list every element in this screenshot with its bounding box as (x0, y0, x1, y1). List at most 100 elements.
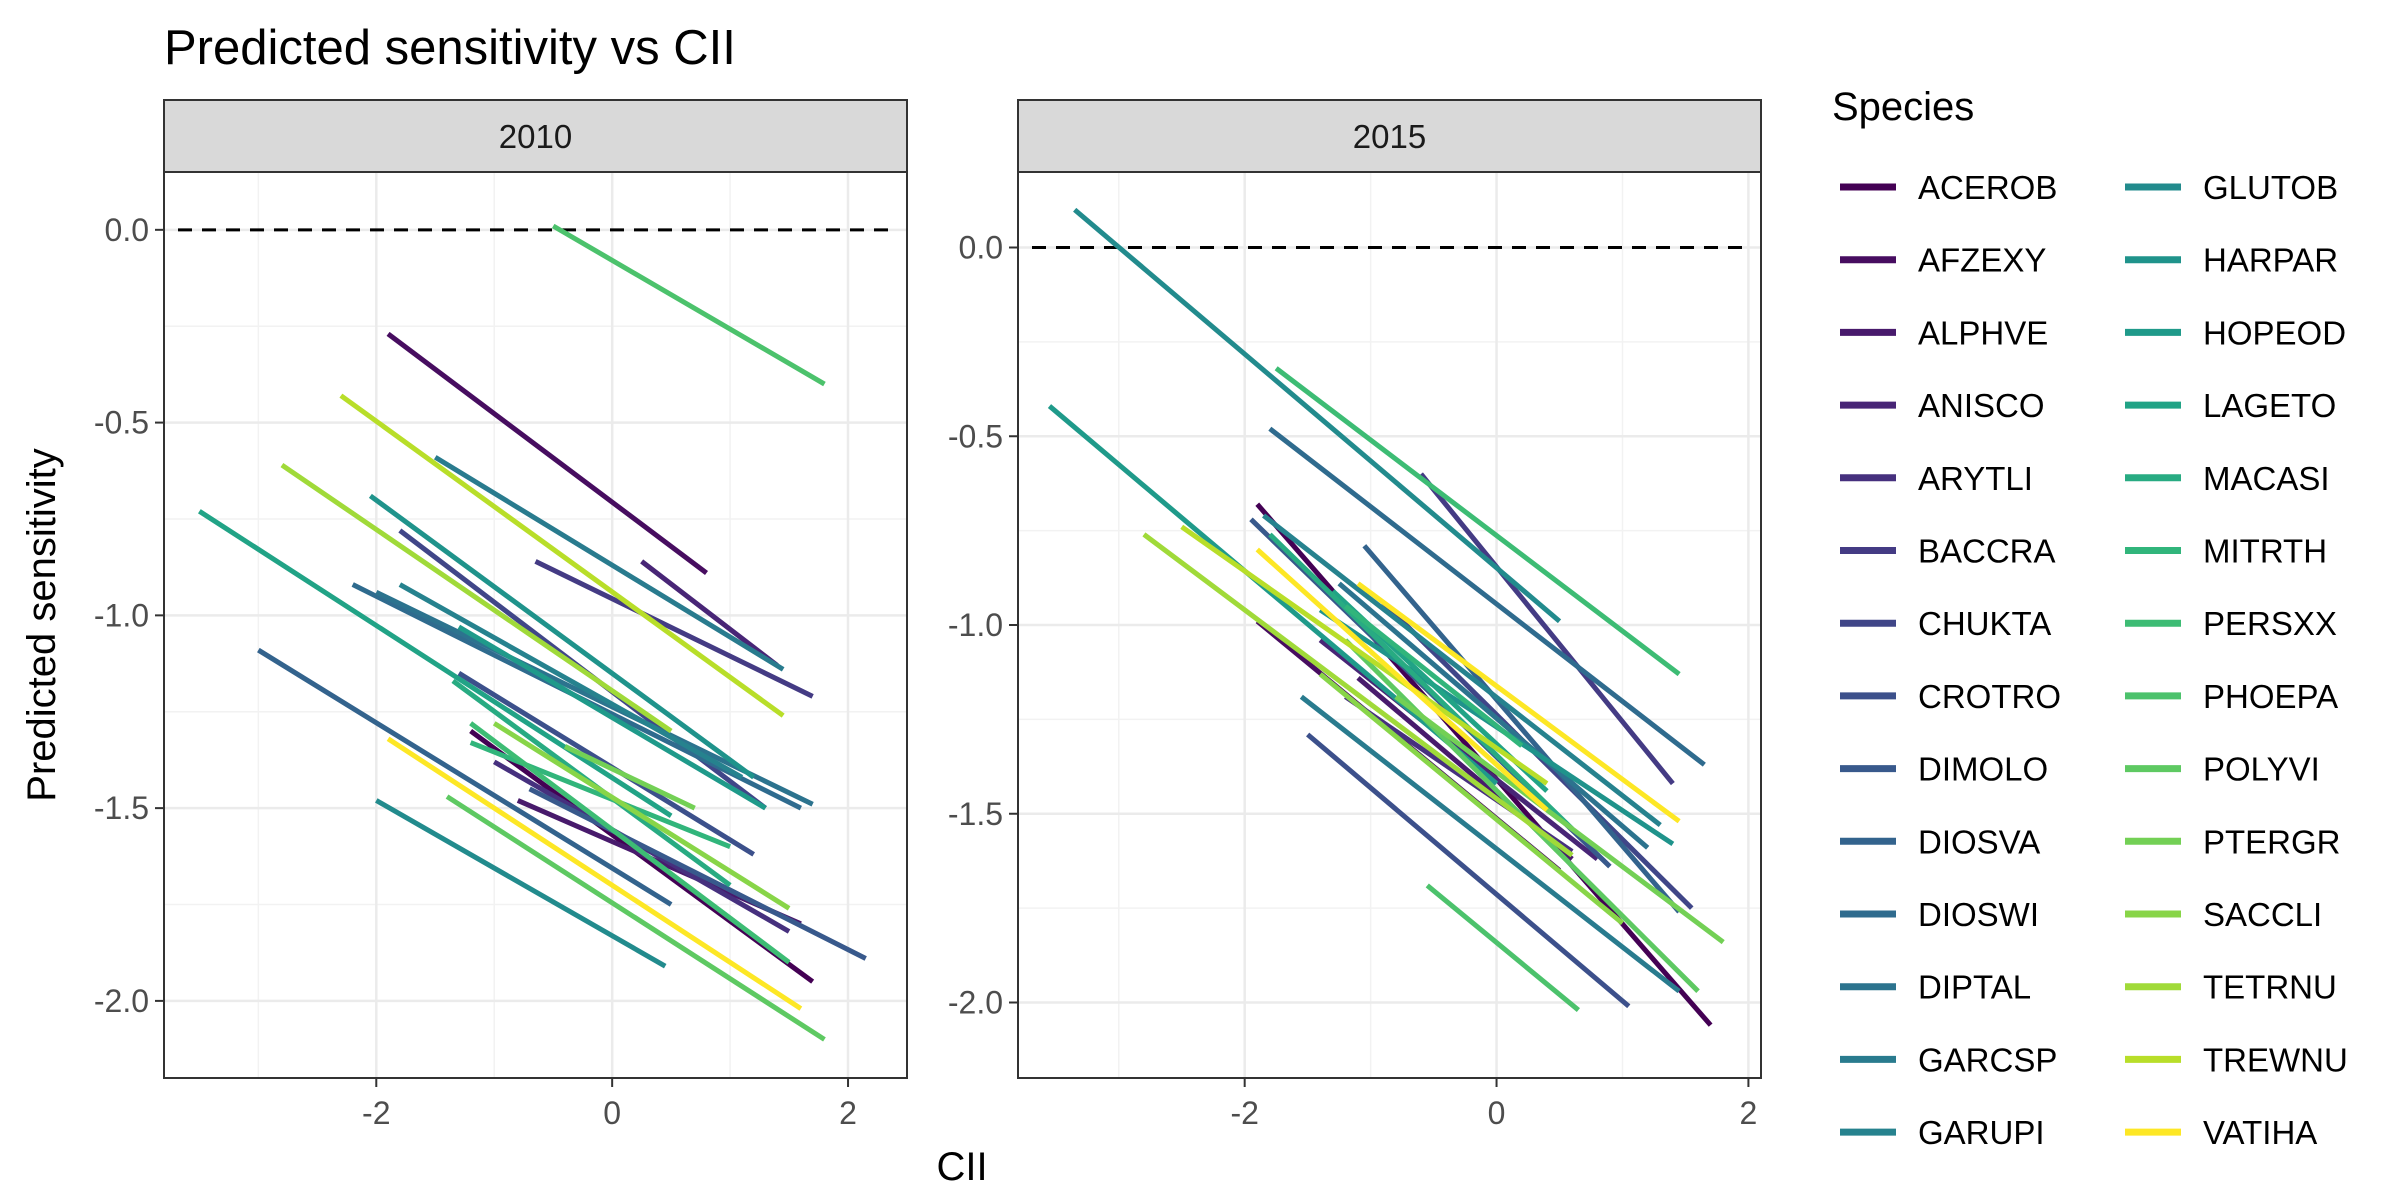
series-line-persxx (1274, 366, 1681, 677)
series-line-diosva (257, 647, 673, 907)
legend-label-dioswi: DIOSWI (1918, 896, 2039, 933)
series-line-tetrnu (1142, 532, 1574, 858)
series-line-trewnu (339, 393, 785, 718)
legend-label-diosva: DIOSVA (1918, 823, 2040, 860)
series-line-saccli (1318, 672, 1625, 926)
legend-label-polyvi: POLYVI (2203, 751, 2320, 788)
y-tick-label: -2.0 (94, 983, 149, 1019)
y-tick-label: -0.5 (948, 418, 1003, 454)
series-line-tetrnu (280, 462, 673, 734)
series-line-ptergr (1394, 694, 1725, 945)
legend-label-baccra: BACCRA (1918, 533, 2056, 570)
series-line-saccli (492, 721, 791, 911)
y-tick-label: -2.0 (948, 985, 1003, 1021)
y-tick-label: -1.5 (94, 790, 149, 826)
x-axis-title: CII (936, 1145, 987, 1189)
legend-label-saccli: SACCLI (2203, 896, 2322, 933)
series-line-trewnu (1180, 524, 1549, 786)
legend-label-trewnu: TREWNU (2203, 1041, 2348, 1078)
series-line-glutob (1073, 207, 1562, 624)
x-axis: -2 0 2 (362, 1078, 857, 1131)
y-tick-label: 0.0 (959, 230, 1003, 266)
y-axis-title: Predicted sensitivity (20, 448, 64, 801)
strip-background (1017, 99, 1762, 173)
series-line-vatiha (1356, 581, 1681, 824)
y-tick-label: -1.0 (94, 597, 149, 633)
x-axis: -2 0 2 (1230, 1078, 1757, 1131)
series-line-afzexy (386, 331, 709, 575)
legend-label-afzexy: AFZEXY (1918, 242, 2046, 279)
legend-label-phoepa: PHOEPA (2203, 678, 2338, 715)
series-line-ptergr (563, 744, 696, 811)
x-tick-label: 0 (603, 1095, 621, 1131)
series-line-glutob (375, 798, 667, 969)
series-line-garcsp (433, 455, 785, 672)
series-line-baccra (1419, 472, 1675, 786)
series-line-hopeod (1047, 404, 1499, 786)
series-line-dioswi (1268, 426, 1706, 767)
legend-title: Species (1832, 85, 1974, 129)
series-line-garupi (1262, 513, 1662, 828)
series-line-lageto (198, 509, 673, 818)
legend-label-arytli: ARYTLI (1918, 460, 2033, 497)
panel-background (164, 172, 907, 1078)
y-axis: 0.0 -0.5 -1.0 -1.5 -2.0 (94, 212, 164, 1019)
series-line-mitrth (469, 740, 732, 850)
legend-label-vatiha: VATIHA (2203, 1114, 2317, 1151)
x-tick-label: 0 (1488, 1095, 1506, 1131)
series-line-vatiha (386, 736, 803, 1011)
legend-label-macasi: MACASI (2203, 460, 2330, 497)
y-tick-label: -1.0 (948, 607, 1003, 643)
series-line-persxx (469, 721, 791, 965)
series-lines (1047, 207, 1725, 1027)
series-line-macasi (1268, 532, 1574, 831)
y-axis: 0.0 -0.5 -1.0 -1.5 -2.0 (948, 230, 1018, 1021)
x-tick-label: 2 (839, 1095, 857, 1131)
legend-label-garcsp: GARCSP (1918, 1041, 2057, 1078)
series-line-phoepa (1425, 883, 1580, 1012)
series-line-anisco (640, 559, 779, 668)
y-tick-label: -1.5 (948, 796, 1003, 832)
strip-background (163, 99, 908, 173)
y-tick-label: 0.0 (105, 212, 149, 248)
series-line-polyvi (445, 794, 826, 1042)
series-line-vatiha (1255, 547, 1549, 812)
series-line-phoepa (551, 223, 826, 387)
legend-label-harpar: HARPAR (2203, 242, 2338, 279)
x-tick-label: 2 (1740, 1095, 1758, 1131)
legend-label-dimolo: DIMOLO (1918, 751, 2048, 788)
legend-label-anisco: ANISCO (1918, 387, 2045, 424)
series-line-hopeod (457, 624, 767, 811)
x-tick-label: -2 (362, 1095, 390, 1131)
legend-label-tetrnu: TETRNU (2203, 969, 2337, 1006)
series-line-harpar (368, 493, 756, 780)
series-line-garcsp (1299, 694, 1681, 994)
series-line-mitrth (1343, 604, 1524, 748)
legend-label-glutob: GLUTOB (2203, 169, 2338, 206)
series-line-baccra (534, 559, 814, 699)
legend: Species ACEROB AFZEXY ALPHVE ANISCO ARYTLI BA… (1832, 85, 2348, 1151)
series-line-diosva (1362, 544, 1682, 914)
series-line-crotro (1306, 732, 1631, 1009)
legend-label-acerob: ACEROB (1918, 169, 2057, 206)
strip-label: 2015 (1353, 118, 1426, 155)
legend-label-diptal: DIPTAL (1918, 969, 2031, 1006)
legend-label-alphve: ALPHVE (1918, 314, 2048, 351)
legend-label-persxx: PERSXX (2203, 605, 2337, 642)
legend-label-chukta: CHUKTA (1918, 605, 2051, 642)
legend-label-lageto: LAGETO (2203, 387, 2336, 424)
series-line-dimolo (528, 786, 867, 961)
legend-label-hopeod: HOPEOD (2203, 314, 2346, 351)
y-tick-label: -0.5 (94, 405, 149, 441)
strip-label: 2010 (499, 118, 572, 155)
legend-label-ptergr: PTERGR (2203, 823, 2341, 860)
series-line-diptal (1337, 581, 1650, 850)
series-lines (198, 223, 867, 1042)
panel-2010: 2010 0.0 -0.5 -1.0 -1.5 -2.0 -2 0 2 (94, 99, 908, 1131)
x-tick-label: -2 (1230, 1095, 1258, 1131)
legend-label-garupi: GARUPI (1918, 1114, 2045, 1151)
series-line-garupi (398, 582, 744, 780)
legend-items: ACEROB AFZEXY ALPHVE ANISCO ARYTLI BACCRA CHUK… (1840, 169, 2348, 1151)
panel-2015: 2015 0.0 -0.5 -1.0 -1.5 -2.0 -2 0 2 (948, 99, 1762, 1131)
